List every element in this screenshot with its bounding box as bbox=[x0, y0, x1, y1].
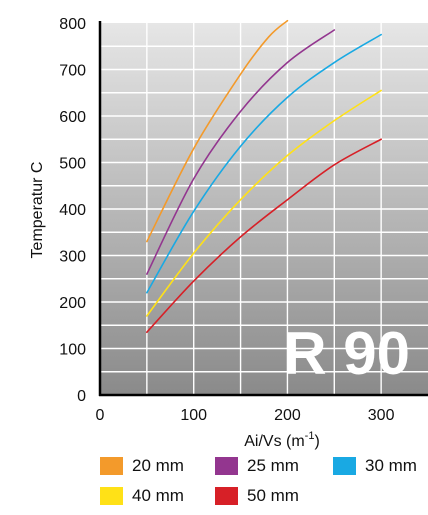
series-line-30-mm bbox=[146, 33, 382, 294]
legend-item: 30 mm bbox=[333, 456, 417, 476]
x-tick-label: 200 bbox=[274, 407, 301, 424]
legend-label: 50 mm bbox=[247, 486, 299, 505]
legend-item: 40 mm bbox=[100, 486, 184, 506]
y-tick-label: 800 bbox=[59, 16, 86, 33]
series-lines bbox=[146, 19, 382, 334]
legend-item: 25 mm bbox=[215, 456, 299, 476]
x-tick-label: 100 bbox=[180, 407, 207, 424]
legend-item: 20 mm bbox=[100, 456, 184, 476]
legend-swatch bbox=[333, 457, 356, 475]
y-tick-label: 100 bbox=[59, 342, 86, 359]
legend-swatch bbox=[215, 487, 238, 505]
legend-label: 30 mm bbox=[365, 456, 417, 475]
y-tick-label: 400 bbox=[59, 202, 86, 219]
grid bbox=[100, 23, 428, 395]
y-tick-label: 200 bbox=[59, 295, 86, 312]
y-tick-label: 500 bbox=[59, 156, 86, 173]
series-line-25-mm bbox=[146, 29, 336, 275]
legend-swatch bbox=[100, 487, 123, 505]
legend-item: 50 mm bbox=[215, 486, 299, 506]
series-line-20-mm bbox=[146, 19, 289, 243]
chart: R 90 0 100 200 300 400 500 600 700 800 0 100 200 30… bbox=[29, 16, 428, 450]
legend-label: 40 mm bbox=[132, 486, 184, 505]
x-axis-label-close: ) bbox=[314, 433, 319, 450]
y-tick-label: 700 bbox=[59, 63, 86, 80]
y-tick-label: 0 bbox=[77, 388, 86, 405]
series-line-40-mm bbox=[146, 89, 382, 317]
y-tick-labels: 0 100 200 300 400 500 600 700 800 bbox=[59, 16, 86, 405]
chart-annotation: R 90 bbox=[283, 320, 410, 387]
y-tick-label: 300 bbox=[59, 249, 86, 266]
series-line-50-mm bbox=[146, 138, 382, 334]
legend-swatch bbox=[215, 457, 238, 475]
y-axis-label: Temperatur C bbox=[29, 162, 46, 259]
y-tick-label: 600 bbox=[59, 109, 86, 126]
legend-swatch bbox=[100, 457, 123, 475]
x-tick-label: 300 bbox=[368, 407, 395, 424]
x-axis-label-base: Ai/Vs (m bbox=[244, 433, 304, 450]
legend-label: 25 mm bbox=[247, 456, 299, 475]
legend-label: 20 mm bbox=[132, 456, 184, 475]
x-tick-labels: 0 100 200 300 bbox=[96, 407, 395, 424]
x-axis-label-superscript: -1 bbox=[305, 430, 315, 442]
x-axis-label: Ai/Vs (m-1) bbox=[244, 430, 320, 450]
x-tick-label: 0 bbox=[96, 407, 105, 424]
